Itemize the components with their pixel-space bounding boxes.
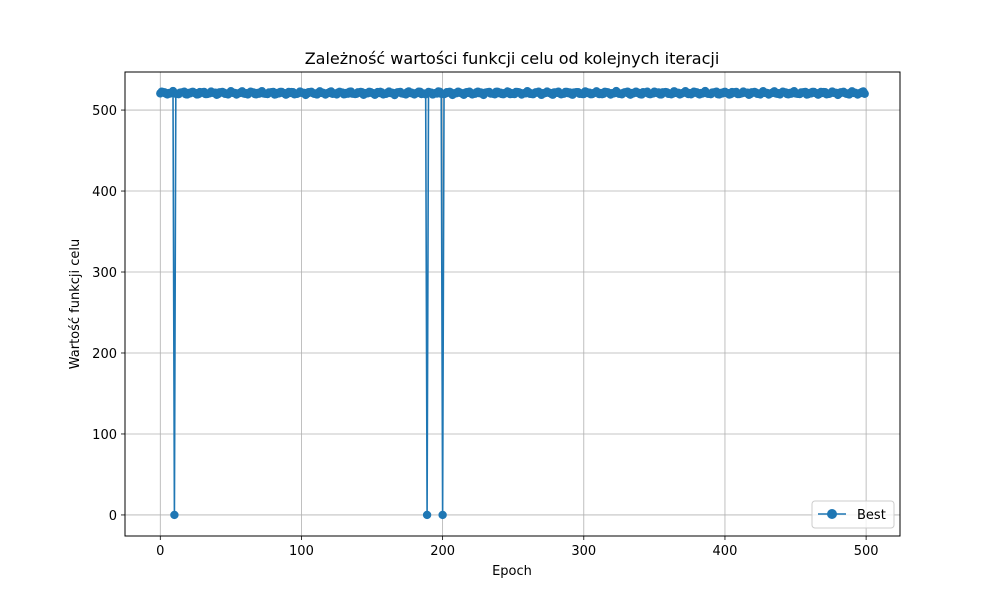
chart-title: Zależność wartości funkcji celu od kolej… (305, 49, 720, 68)
y-axis-label: Wartość funkcji celu (68, 239, 83, 370)
x-tick-label: 0 (156, 544, 164, 559)
series-layer (156, 86, 869, 520)
legend-box (811, 500, 895, 529)
y-tick-label: 400 (92, 185, 117, 200)
x-tick-label: 100 (289, 544, 314, 559)
x-axis-ticks: 0 100 200 300 400 500 (156, 536, 879, 559)
y-tick-label: 500 (92, 104, 117, 119)
y-tick-label: 200 (92, 347, 117, 362)
y-tick-label: 100 (92, 428, 117, 443)
y-tick-label: 0 (109, 509, 117, 524)
data-point (860, 89, 869, 98)
x-tick-label: 400 (713, 544, 738, 559)
x-tick-label: 500 (854, 544, 879, 559)
x-axis-label: Epoch (492, 564, 532, 579)
plot-frame (124, 71, 901, 537)
y-axis-ticks: 0 100 200 300 400 500 (92, 104, 125, 524)
legend-marker-swatch (827, 509, 837, 519)
y-tick-label: 300 (92, 266, 117, 281)
x-tick-label: 200 (430, 544, 455, 559)
data-point (438, 510, 447, 520)
legend: Best (811, 500, 895, 529)
data-point (170, 510, 179, 520)
legend-label: Best (857, 508, 886, 523)
x-tick-label: 300 (571, 544, 596, 559)
data-point (422, 510, 432, 520)
